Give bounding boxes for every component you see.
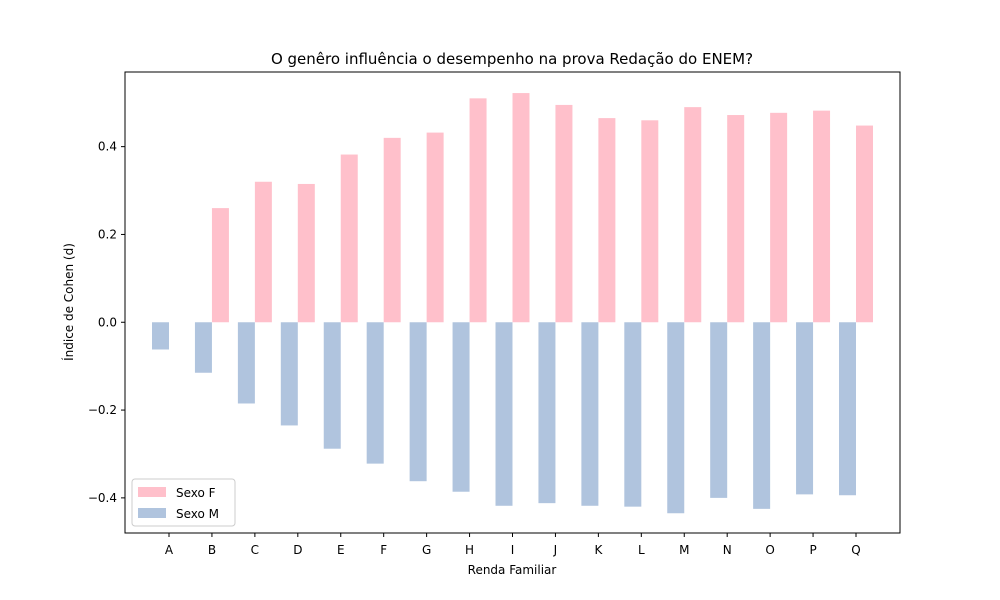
- x-tick-label: I: [511, 543, 515, 557]
- x-tick-label: L: [638, 543, 645, 557]
- x-tick-label: A: [165, 543, 174, 557]
- bar-sexo-m-d: [280, 322, 298, 426]
- x-tick-label: O: [765, 543, 774, 557]
- bar-sexo-f-l: [641, 120, 659, 323]
- legend-label-sexo-m: Sexo M: [176, 507, 219, 521]
- x-tick-label: K: [594, 543, 603, 557]
- bar-sexo-f-j: [555, 104, 573, 323]
- y-tick-label: 0.4: [98, 140, 117, 154]
- bar-sexo-m-g: [409, 322, 427, 482]
- bar-sexo-f-o: [770, 112, 788, 323]
- legend-swatch-sexo-f: [138, 487, 166, 497]
- y-axis: −0.4 −0.2 0.0 0.2 0.4: [88, 140, 125, 505]
- legend: Sexo F Sexo M: [131, 478, 236, 527]
- bar-sexo-m-l: [624, 322, 642, 507]
- x-tick-label: F: [380, 543, 387, 557]
- bar-sexo-f-p: [813, 110, 831, 323]
- bars-group: [152, 93, 873, 514]
- bar-sexo-m-f: [366, 322, 384, 464]
- bar-sexo-m-n: [710, 322, 728, 498]
- bar-sexo-f-q: [856, 125, 873, 323]
- bar-sexo-m-a: [152, 322, 169, 350]
- bar-sexo-m-e: [323, 322, 341, 449]
- bar-sexo-m-m: [667, 322, 685, 514]
- y-axis-label: Índice de Cohen (d): [61, 243, 76, 361]
- x-tick-label: J: [553, 543, 558, 557]
- bar-sexo-f-n: [727, 115, 745, 323]
- y-tick-label: 0.2: [98, 227, 117, 241]
- bar-sexo-f-g: [426, 132, 444, 323]
- bar-sexo-f-m: [684, 107, 702, 323]
- bar-sexo-m-j: [538, 322, 556, 504]
- bar-sexo-m-i: [495, 322, 513, 506]
- x-tick-label: G: [422, 543, 431, 557]
- y-tick-label: −0.4: [88, 491, 117, 505]
- bar-sexo-f-h: [469, 98, 487, 323]
- bar-sexo-f-c: [254, 181, 272, 323]
- bar-sexo-m-q: [839, 322, 856, 496]
- x-tick-label: E: [337, 543, 345, 557]
- bar-sexo-f-k: [598, 118, 616, 323]
- bar-sexo-f-f: [383, 137, 401, 323]
- x-tick-label: D: [293, 543, 302, 557]
- bar-sexo-f-b: [211, 208, 229, 323]
- x-axis-label: Renda Familiar: [468, 563, 557, 577]
- bar-sexo-f-i: [512, 93, 530, 323]
- x-tick-label: M: [679, 543, 689, 557]
- bar-sexo-m-p: [796, 322, 814, 495]
- y-tick-label: −0.2: [88, 403, 117, 417]
- legend-swatch-sexo-m: [138, 508, 166, 518]
- x-tick-label: N: [723, 543, 732, 557]
- x-tick-label: H: [465, 543, 474, 557]
- y-tick-label: 0.0: [98, 315, 117, 329]
- bar-sexo-f-e: [340, 154, 358, 323]
- chart-title: O genêro influência o desempenho na prov…: [271, 50, 753, 68]
- x-tick-label: C: [251, 543, 259, 557]
- x-tick-label: P: [809, 543, 816, 557]
- legend-label-sexo-f: Sexo F: [176, 486, 216, 500]
- bar-sexo-f-d: [297, 183, 315, 323]
- x-tick-label: Q: [851, 543, 860, 557]
- bar-sexo-m-o: [753, 322, 771, 509]
- bar-sexo-m-k: [581, 322, 599, 506]
- bar-sexo-m-h: [452, 322, 470, 492]
- bar-sexo-m-c: [237, 322, 255, 404]
- bar-sexo-m-b: [194, 322, 212, 373]
- x-axis: A B C D E F G H I J K L M N O P Q: [165, 533, 861, 557]
- x-tick-label: B: [208, 543, 216, 557]
